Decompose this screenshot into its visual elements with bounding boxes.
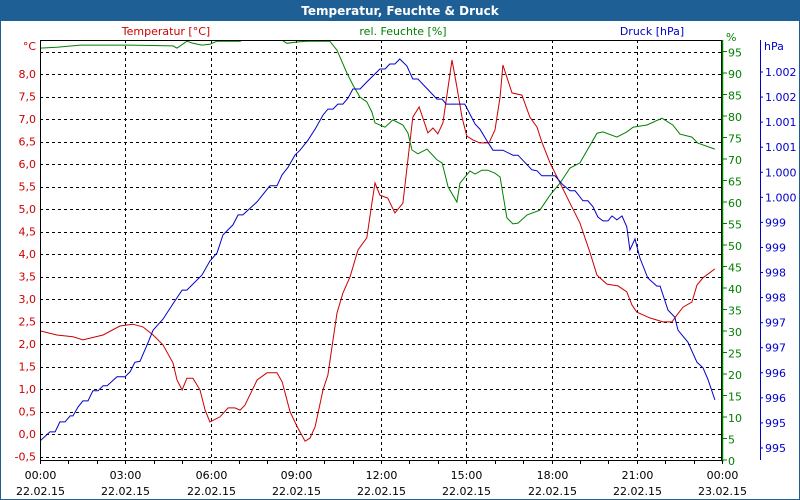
x-tick-time: 21:00 — [622, 469, 654, 482]
temperature-tick-label: 4,5 — [19, 226, 37, 239]
temperature-tick-label: 7,5 — [19, 91, 37, 104]
humidity-tick-label: 45 — [728, 262, 742, 275]
pressure-axis-title: Druck [hPa] — [620, 25, 684, 38]
temperature-tick-label: 1,5 — [19, 361, 37, 374]
pressure-tick-label: 1.002 — [765, 66, 797, 79]
pressure-tick-label: 997 — [765, 317, 786, 330]
axes: 00:00 22.02.15 03:00 22.02.15 06:00 22.02.15 0… — [15, 47, 797, 499]
x-tick-time: 03:00 — [110, 469, 142, 482]
x-tick-time: 18:00 — [537, 469, 569, 482]
humidity-tick-label: 10 — [728, 412, 742, 425]
humidity-tick-label: 55 — [728, 219, 742, 232]
series-line-pressure — [40, 58, 716, 442]
x-tick-date: 22.02.15 — [528, 485, 577, 498]
x-tick-date: 22.02.15 — [442, 485, 491, 498]
humidity-tick-label: 30 — [728, 326, 742, 339]
x-tick-date: 22.02.15 — [16, 485, 65, 498]
humidity-tick-label: 20 — [728, 369, 742, 382]
grid — [40, 40, 722, 460]
humidity-tick-label: 15 — [728, 391, 742, 404]
humidity-tick-label: 95 — [728, 47, 742, 60]
x-tick-date: 22.02.15 — [357, 485, 406, 498]
series-line-humidity — [40, 40, 716, 225]
pressure-tick-label: 996 — [765, 367, 786, 380]
temperature-tick-label: 2,5 — [19, 316, 37, 329]
x-tick-time: 12:00 — [366, 469, 398, 482]
temperature-tick-label: 5,0 — [19, 203, 37, 216]
x-tick-date: 23.02.15 — [698, 485, 747, 498]
humidity-tick-label: 85 — [728, 90, 742, 103]
pressure-tick-label: 998 — [765, 292, 786, 305]
humidity-tick-label: 90 — [728, 68, 742, 81]
x-tick-date: 22.02.15 — [272, 485, 321, 498]
x-tick-time: 00:00 — [25, 469, 57, 482]
pressure-unit: hPa — [764, 40, 784, 53]
pressure-tick-label: 999 — [765, 216, 786, 229]
humidity-tick-label: 40 — [728, 283, 742, 296]
pressure-tick-label: 1.002 — [765, 91, 797, 104]
humidity-tick-label: 65 — [728, 176, 742, 189]
pressure-tick-label: 998 — [765, 267, 786, 280]
pressure-tick-label: 997 — [765, 342, 786, 355]
temperature-tick-label: -0,5 — [15, 451, 36, 464]
x-tick-time: 09:00 — [281, 469, 313, 482]
pressure-tick-label: 1.000 — [765, 191, 797, 204]
humidity-axis-title: rel. Feuchte [%] — [359, 25, 446, 38]
humidity-tick-label: 35 — [728, 305, 742, 318]
temperature-tick-label: 3,5 — [19, 271, 37, 284]
humidity-unit: % — [726, 31, 736, 44]
temperature-tick-label: 8,0 — [19, 68, 37, 81]
pressure-tick-label: 995 — [765, 442, 786, 455]
humidity-tick-label: 60 — [728, 197, 742, 210]
pressure-tick-label: 1.001 — [765, 116, 797, 129]
humidity-tick-label: 0 — [728, 455, 735, 468]
pressure-tick-label: 1.000 — [765, 166, 797, 179]
pressure-tick-label: 996 — [765, 392, 786, 405]
temperature-tick-label: 2,0 — [19, 338, 37, 351]
temperature-tick-label: 0,0 — [19, 428, 37, 441]
humidity-tick-label: 50 — [728, 240, 742, 253]
x-tick-time: 00:00 — [707, 469, 739, 482]
temperature-tick-label: 3,0 — [19, 293, 37, 306]
temperature-unit: °C — [23, 40, 37, 53]
pressure-tick-label: 1.001 — [765, 141, 797, 154]
temperature-tick-label: 7,0 — [19, 113, 37, 126]
temperature-tick-label: 6,5 — [19, 136, 37, 149]
temperature-tick-label: 1,0 — [19, 383, 37, 396]
temperature-tick-label: 4,0 — [19, 248, 37, 261]
temperature-tick-label: 6,0 — [19, 158, 37, 171]
x-tick-time: 06:00 — [196, 469, 228, 482]
humidity-tick-label: 25 — [728, 348, 742, 361]
humidity-tick-label: 70 — [728, 154, 742, 167]
x-tick-date: 22.02.15 — [101, 485, 150, 498]
x-tick-time: 15:00 — [451, 469, 483, 482]
series-line-temperature — [40, 59, 716, 442]
humidity-tick-label: 75 — [728, 133, 742, 146]
temperature-tick-label: 0,5 — [19, 406, 37, 419]
humidity-tick-label: 80 — [728, 111, 742, 124]
temperature-tick-label: 5,5 — [19, 181, 37, 194]
humidity-tick-label: 5 — [728, 434, 735, 447]
temperature-axis-title: Temperatur [°C] — [121, 25, 210, 38]
series-layer — [40, 40, 716, 442]
x-tick-date: 22.02.15 — [613, 485, 662, 498]
chart-title: Temperatur, Feuchte & Druck — [1, 1, 799, 21]
pressure-tick-label: 999 — [765, 241, 786, 254]
pressure-tick-label: 995 — [765, 417, 786, 430]
x-tick-date: 22.02.15 — [187, 485, 236, 498]
